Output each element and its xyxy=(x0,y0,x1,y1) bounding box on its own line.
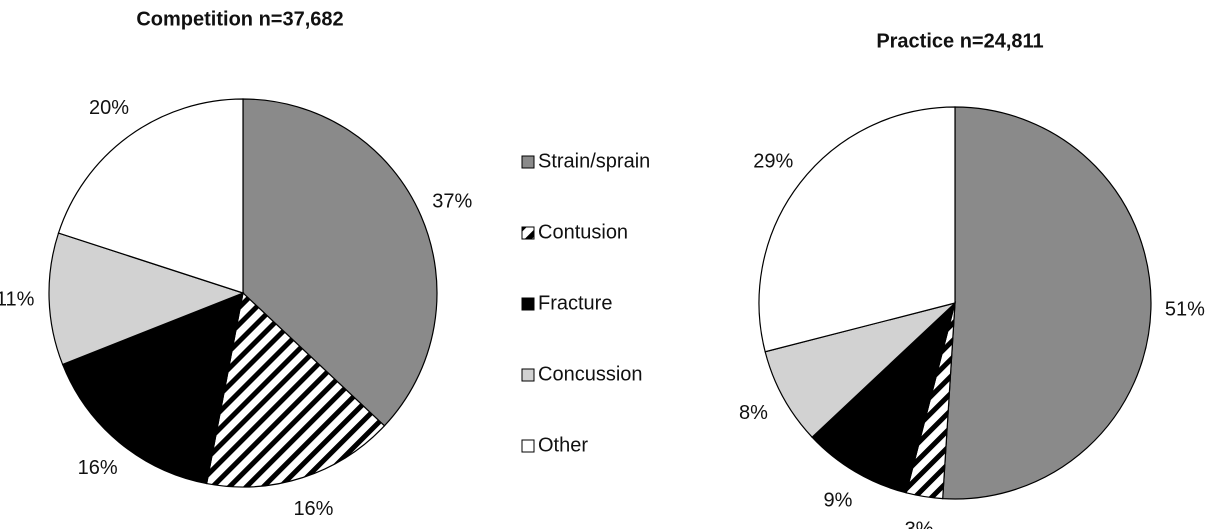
legend-swatch xyxy=(521,368,535,382)
legend-swatch xyxy=(521,226,535,240)
data-label: 29% xyxy=(753,150,793,172)
data-label: 9% xyxy=(823,489,852,511)
pie-slice xyxy=(242,98,438,427)
data-label: 51% xyxy=(1165,299,1205,321)
pie-slice xyxy=(57,98,244,294)
legend-label: Other xyxy=(538,434,588,456)
legend-label: Fracture xyxy=(538,292,612,314)
pie-slice xyxy=(205,291,386,488)
data-label: 20% xyxy=(89,97,129,119)
data-label: 3% xyxy=(905,518,934,529)
data-label: 16% xyxy=(293,498,333,520)
pie-slice xyxy=(942,106,1152,500)
legend-swatch xyxy=(521,297,535,311)
pie-slice xyxy=(61,292,244,485)
chart-title: Competition n=37,682 xyxy=(136,8,343,30)
legend-label: Strain/sprain xyxy=(538,150,650,172)
pie-slice xyxy=(758,106,956,353)
legend-swatch xyxy=(521,439,535,453)
data-label: 8% xyxy=(739,402,768,424)
data-label: 11% xyxy=(0,288,35,310)
pie-slice xyxy=(764,302,956,439)
chart-title: Practice n=24,811 xyxy=(876,30,1043,52)
legend-label: Concussion xyxy=(538,363,643,385)
legend-label: Contusion xyxy=(538,221,628,243)
pie-slice xyxy=(811,301,957,494)
legend-swatch xyxy=(521,155,535,169)
data-label: 16% xyxy=(78,457,118,479)
pie-slice xyxy=(48,232,245,366)
data-label: 37% xyxy=(432,191,472,213)
